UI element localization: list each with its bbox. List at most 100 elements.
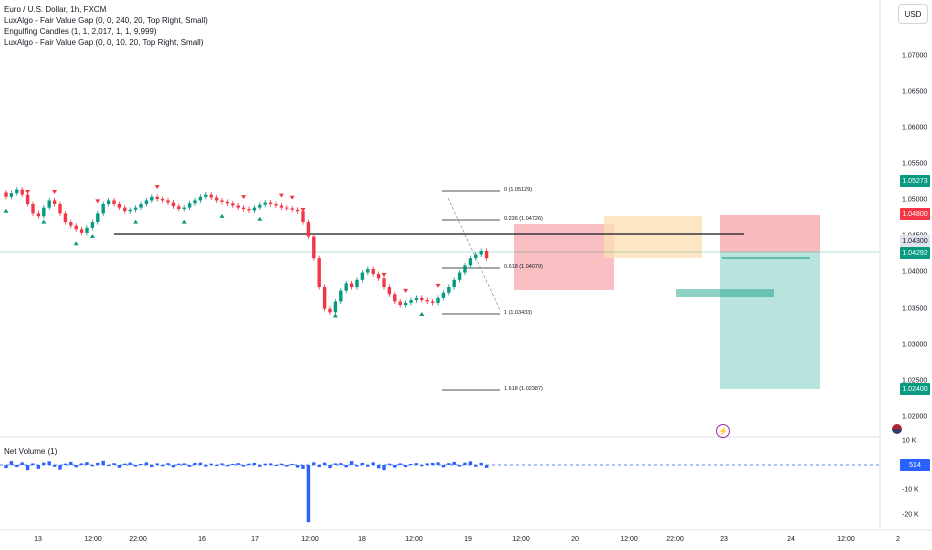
volume-pane-title[interactable]: Net Volume (1) xyxy=(4,447,58,456)
bullish-engulfing-marker xyxy=(419,312,425,317)
volume-bar xyxy=(74,465,78,468)
candle-body xyxy=(252,207,257,211)
price-label: 1.05000 xyxy=(902,196,928,204)
volume-bar xyxy=(58,465,62,470)
volume-bar xyxy=(339,463,343,465)
time-axis[interactable]: 13 12:00 22:00 16 17 12:00 18 12:00 19 1… xyxy=(0,530,900,550)
volume-bar xyxy=(214,465,219,467)
volume-bar xyxy=(344,465,348,468)
volume-bar xyxy=(31,463,35,465)
bearish-engulfing-marker xyxy=(381,273,387,278)
candle-body xyxy=(42,207,46,217)
candle-body xyxy=(204,194,208,197)
price-label: 1.05500 xyxy=(902,160,928,168)
time-label: 22:00 xyxy=(666,536,684,543)
candle-body xyxy=(360,272,365,280)
candle-body xyxy=(301,211,305,223)
chart-legend: Euro / U.S. Dollar, 1h, FXCM LuxAlgo - F… xyxy=(4,4,208,48)
fvg-bullish-zone xyxy=(604,216,702,258)
bearish-engulfing-marker xyxy=(403,288,409,293)
candle-body xyxy=(106,200,111,205)
volume-bar xyxy=(139,463,143,465)
candle-body xyxy=(52,200,57,205)
volume-bar xyxy=(479,462,483,465)
volume-bar xyxy=(85,462,89,465)
time-label: 12:00 xyxy=(837,536,855,543)
price-label: 1.04000 xyxy=(902,268,928,276)
candle-body xyxy=(4,192,8,197)
engulfing-markers xyxy=(3,184,441,318)
price-badge-line: 1.04300 xyxy=(900,235,930,247)
candle-body xyxy=(447,287,451,293)
time-label: 18 xyxy=(358,536,366,543)
volume-bar xyxy=(468,461,473,465)
volume-bar xyxy=(290,463,294,465)
candle-body xyxy=(231,203,235,206)
fvg-small-zone xyxy=(676,289,774,297)
candles xyxy=(4,187,489,315)
candle-body xyxy=(328,308,332,313)
indicator-engulfing[interactable]: Engulfing Candles (1, 1, 2,017, 1, 1, 9,… xyxy=(4,27,157,36)
volume-bar xyxy=(258,465,262,467)
candle-body xyxy=(74,225,78,230)
candle-body xyxy=(96,213,100,223)
volume-bar xyxy=(106,465,111,467)
volume-bar xyxy=(360,462,365,465)
price-label: 1.03000 xyxy=(902,341,928,349)
candle-body xyxy=(425,300,429,302)
volume-bar xyxy=(317,465,321,468)
indicator-fvg-2[interactable]: LuxAlgo - Fair Value Gap (0, 0, 10, 20, … xyxy=(4,38,204,47)
candle-body xyxy=(155,196,159,199)
volume-bar xyxy=(112,463,116,465)
candle-body xyxy=(376,274,381,279)
volume-bar xyxy=(430,462,435,465)
candle-body xyxy=(36,213,41,217)
bearish-engulfing-marker xyxy=(435,283,441,288)
volume-bar xyxy=(252,462,257,465)
bearish-engulfing-marker xyxy=(289,195,295,200)
candle-body xyxy=(247,209,251,211)
candle-body xyxy=(295,209,300,212)
volume-bar xyxy=(371,462,375,465)
volume-bar xyxy=(263,463,267,465)
volume-bar xyxy=(15,465,19,468)
volume-bar xyxy=(268,463,273,465)
fib-trend-line xyxy=(447,197,501,311)
candle-body xyxy=(236,205,240,208)
volume-bar xyxy=(42,462,46,465)
candle-body xyxy=(322,287,327,309)
symbol-title[interactable]: Euro / U.S. Dollar, 1h, FXCM xyxy=(4,5,107,14)
time-label: 12:00 xyxy=(84,536,102,543)
volume-bar xyxy=(474,465,478,467)
volume-bar xyxy=(166,463,170,465)
time-label: 12:00 xyxy=(512,536,530,543)
candle-body xyxy=(333,301,338,313)
volume-bar xyxy=(393,465,397,468)
volume-bar xyxy=(177,463,181,465)
volume-bar xyxy=(441,465,446,468)
volume-bar xyxy=(414,463,419,465)
candle-body xyxy=(187,203,192,208)
volume-bar xyxy=(225,465,230,467)
volume-bar xyxy=(231,463,235,465)
volume-bar xyxy=(457,465,462,467)
bullish-engulfing-marker xyxy=(41,219,47,224)
volume-bar xyxy=(117,465,122,468)
price-scale[interactable]: 1.07000 1.06500 1.06000 1.05500 1.05000 … xyxy=(880,0,932,530)
currency-button[interactable]: USD xyxy=(898,4,928,24)
us-flag-icon[interactable] xyxy=(892,424,902,434)
volume-bar xyxy=(236,463,240,465)
candle-body xyxy=(430,301,435,303)
candle-body xyxy=(31,204,35,214)
volume-bar xyxy=(376,465,381,469)
candle-body xyxy=(382,278,386,288)
volume-bar xyxy=(36,465,41,469)
lightning-icon[interactable]: ⚡ xyxy=(716,424,730,438)
candle-body xyxy=(474,254,478,259)
candle-body xyxy=(160,198,165,201)
indicator-fvg-1[interactable]: LuxAlgo - Fair Value Gap (0, 0, 240, 20,… xyxy=(4,16,208,25)
volume-bar xyxy=(187,465,192,467)
volume-bar xyxy=(295,465,300,468)
bearish-engulfing-marker xyxy=(25,190,31,195)
